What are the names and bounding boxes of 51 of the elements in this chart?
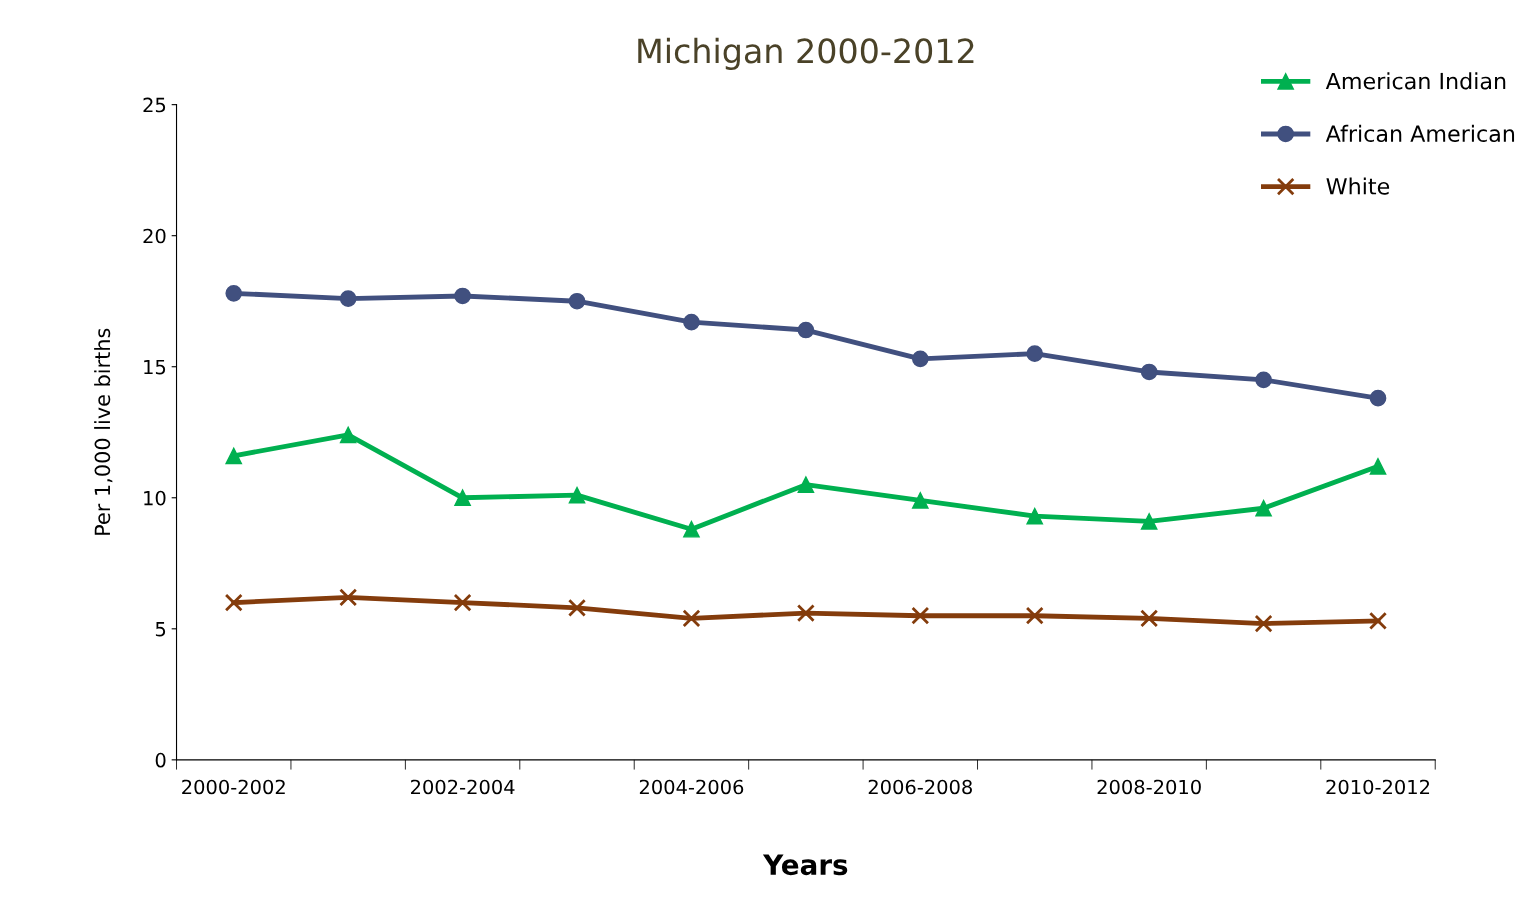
point [797,321,815,339]
point [1025,606,1044,625]
point [683,313,700,331]
x-tick-label: 2010-2012 [1326,779,1430,795]
point [453,593,472,612]
point [225,285,243,302]
y-tick-label: 0 [155,752,166,768]
point [568,292,586,310]
y-tick-label: 15 [144,359,166,375]
point [683,520,700,538]
chart-title: Michigan 2000-2012 [638,37,974,70]
point [796,604,815,623]
legend-label: African American [1325,124,1515,143]
legend-label: White [1326,177,1390,195]
x-tick-label: 2008-2010 [1097,779,1201,795]
point [1140,513,1158,530]
point [1140,363,1158,381]
point [339,290,357,307]
point [1140,609,1159,628]
point [1369,457,1387,475]
point [567,598,587,617]
point [1026,345,1044,362]
point [911,606,930,625]
point [1254,614,1273,633]
point [224,593,243,612]
legend-label: American Indian [1325,72,1506,90]
y-tick-label: 5 [155,622,166,637]
x-tick-label: 2006-2008 [868,779,972,795]
y-tick-label: 20 [143,228,166,244]
point [797,476,815,494]
point [454,287,471,305]
point [1369,389,1387,407]
point [911,350,929,368]
point [454,489,471,507]
x-axis-title: Years [762,854,848,876]
point [568,486,586,504]
point [682,609,701,628]
x-tick-label: 2004-2006 [639,779,744,795]
point [339,588,358,607]
y-axis-title: Per 1,000 live births [94,328,113,535]
point [1255,371,1272,389]
x-tick-label: 2000-2002 [182,779,285,795]
point [339,426,357,444]
point [1255,499,1272,517]
y-tick-label: 25 [143,97,166,113]
point [225,447,243,465]
point [911,492,929,509]
point [1026,507,1044,525]
y-tick-label: 10 [144,490,166,506]
point [1368,611,1388,630]
x-tick-label: 2002-2004 [411,779,515,795]
